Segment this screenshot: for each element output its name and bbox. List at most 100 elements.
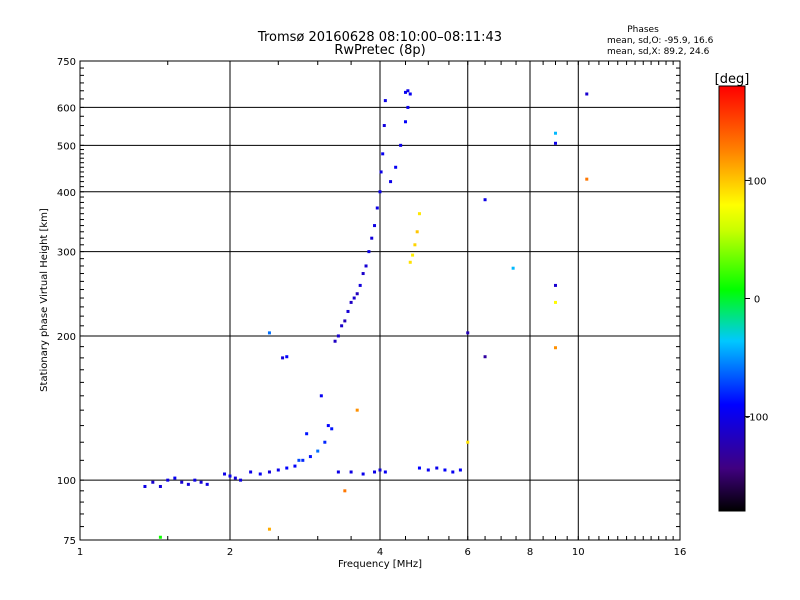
- data-point: [349, 470, 353, 474]
- data-point: [193, 478, 197, 482]
- data-point: [355, 292, 359, 296]
- data-point: [323, 440, 327, 444]
- data-point: [151, 480, 155, 484]
- data-point: [367, 250, 371, 254]
- y-tick-label: 600: [57, 103, 76, 114]
- data-point: [293, 464, 297, 468]
- data-point: [379, 170, 383, 174]
- colorbar-tick-label: 100: [747, 176, 766, 187]
- data-point: [285, 355, 289, 359]
- colorbar-ticks: 100 0 -100: [745, 176, 769, 424]
- data-point: [297, 458, 301, 462]
- data-point: [281, 356, 285, 360]
- data-point: [316, 449, 320, 453]
- data-point: [358, 283, 362, 287]
- data-point: [199, 480, 203, 484]
- data-point: [585, 92, 589, 96]
- data-point: [403, 120, 407, 124]
- data-point: [205, 482, 209, 486]
- data-point: [267, 470, 271, 474]
- data-point: [406, 105, 410, 109]
- y-tick-label: 200: [57, 332, 76, 343]
- data-point: [553, 300, 557, 304]
- phase-stats-o: mean, sd,O: -95.9, 16.6: [607, 36, 714, 46]
- data-points: [143, 89, 589, 539]
- data-point: [553, 131, 557, 135]
- data-point: [326, 424, 330, 428]
- data-point: [417, 212, 421, 216]
- data-point: [355, 408, 359, 412]
- x-tick-label: 1: [77, 547, 83, 558]
- data-point: [180, 480, 184, 484]
- data-point: [330, 427, 334, 431]
- data-point: [228, 474, 232, 478]
- data-point: [370, 236, 374, 240]
- data-point: [435, 466, 439, 470]
- data-point: [343, 489, 347, 493]
- x-tick-label: 2: [227, 547, 233, 558]
- data-point: [343, 319, 347, 323]
- phase-stats-x: mean, sd,X: 89.2, 24.6: [607, 47, 710, 57]
- data-point: [305, 432, 309, 436]
- colorbar-tick-label: 0: [754, 295, 760, 306]
- data-point: [336, 334, 340, 338]
- data-point: [186, 482, 190, 486]
- grid-lines: [80, 61, 680, 540]
- y-tick-label: 500: [57, 141, 76, 152]
- data-point: [408, 92, 412, 96]
- colorbar-label: [deg]: [715, 72, 750, 87]
- data-point: [553, 283, 557, 287]
- data-point: [158, 535, 162, 539]
- data-point: [383, 99, 387, 103]
- data-point: [466, 331, 470, 335]
- data-point: [361, 272, 365, 276]
- x-tick-label: 8: [527, 547, 533, 558]
- data-point: [375, 206, 379, 210]
- data-point: [483, 355, 487, 359]
- data-point: [239, 478, 243, 482]
- y-tick-label: 400: [57, 188, 76, 199]
- data-point: [166, 478, 170, 482]
- phase-header: Phases: [627, 25, 659, 35]
- data-point: [340, 324, 344, 328]
- data-point: [406, 89, 410, 93]
- data-point: [415, 230, 419, 234]
- data-point: [249, 470, 253, 474]
- data-point: [143, 484, 147, 488]
- data-point: [276, 468, 280, 472]
- data-point: [458, 468, 462, 472]
- data-point: [333, 339, 337, 343]
- data-point: [373, 224, 377, 228]
- data-point: [373, 470, 377, 474]
- data-point: [346, 309, 350, 313]
- data-point: [285, 466, 289, 470]
- data-point: [383, 470, 387, 474]
- data-point: [417, 466, 421, 470]
- data-point: [352, 296, 356, 300]
- y-tick-label: 300: [57, 248, 76, 259]
- data-point: [394, 165, 398, 169]
- data-point: [426, 468, 430, 472]
- data-point: [223, 472, 227, 476]
- data-point: [349, 300, 353, 304]
- colorbar-tick-label: -100: [746, 413, 769, 424]
- data-point: [308, 455, 312, 459]
- chart-title: Tromsø 20160628 08:10:00–08:11:43: [257, 30, 502, 45]
- x-tick-label: 6: [465, 547, 471, 558]
- data-point: [443, 468, 447, 472]
- y-tick-label: 75: [63, 536, 76, 547]
- data-point: [403, 90, 407, 94]
- data-point: [267, 527, 271, 531]
- x-axis-label: Frequency [MHz]: [338, 559, 422, 570]
- y-axis-label: Stationary phase Virtual Height [km]: [39, 208, 50, 392]
- data-point: [233, 476, 237, 480]
- data-point: [173, 476, 177, 480]
- data-point: [399, 143, 403, 147]
- data-point: [411, 253, 415, 257]
- axis-ticks: 1 2 4 6 8 10 16 75 100 200 300 400 500 600 750: [57, 57, 686, 558]
- data-point: [553, 141, 557, 145]
- data-point: [413, 243, 417, 247]
- data-point: [378, 190, 382, 194]
- data-point: [553, 346, 557, 350]
